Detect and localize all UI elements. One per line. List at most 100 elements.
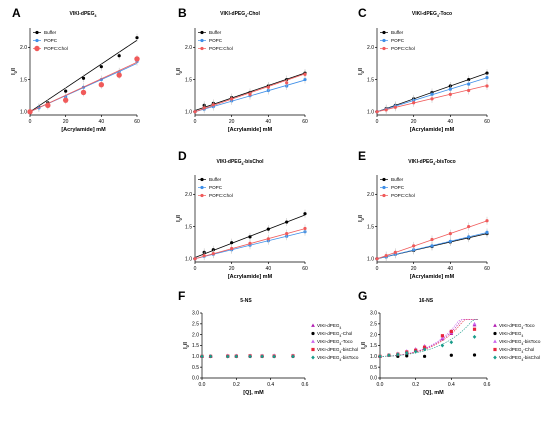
- data-point: [422, 354, 427, 358]
- data-point: [422, 347, 427, 352]
- data-point: [440, 334, 445, 338]
- legend-marker: [382, 38, 386, 43]
- data-point: [467, 88, 471, 93]
- data-point: [485, 76, 489, 80]
- legend-marker: [311, 347, 315, 352]
- y-axis-label: I0/I: [358, 68, 365, 75]
- legend-marker: [200, 38, 204, 43]
- legend: Buffer POPC POPC:Chol: [380, 177, 415, 198]
- data-point: [404, 350, 409, 355]
- legend-marker: [311, 323, 315, 327]
- data-point: [248, 235, 252, 239]
- panel-f: F 5-NS 0.0 0.2 0.4 0.6 0.0 0.5 1.0 1.5 2.0 2.5 3.0 [Q…: [178, 289, 359, 396]
- series-0: [193, 209, 307, 261]
- x-tick-label: 0: [194, 119, 197, 125]
- x-axis-label: [Q], mM: [243, 390, 264, 396]
- data-point: [225, 354, 230, 359]
- data-point: [396, 352, 400, 357]
- panel-g: G 16-NS 0.0 0.2 0.4 0.6 0.0 0.5 1.0 1.5 2.0 2.5 3.0 […: [358, 289, 541, 396]
- data-point: [472, 353, 477, 357]
- panel-title: 5-NS: [240, 298, 252, 304]
- legend-marker: [493, 323, 497, 327]
- panel-title: VIKI-dPEG4-Chol: [220, 11, 260, 18]
- data-point: [448, 87, 452, 91]
- data-point: [291, 354, 295, 359]
- y-axis-label: I0/I: [11, 68, 18, 75]
- data-point: [285, 81, 289, 85]
- data-point: [45, 102, 51, 109]
- series-4: [378, 319, 479, 359]
- data-point: [116, 72, 122, 78]
- y-tick-label: 2.5: [370, 322, 377, 328]
- x-axis-label: [Acrylamide] mM: [228, 274, 273, 280]
- data-point: [448, 232, 452, 236]
- legend-label: POPC: [44, 38, 58, 43]
- series-1: [375, 73, 489, 114]
- panel-title: 16-NS: [419, 298, 434, 304]
- legend-marker: [200, 46, 204, 51]
- legend-marker: [200, 185, 204, 190]
- x-tick-label: 0.6: [484, 382, 491, 388]
- series-1: [375, 228, 489, 261]
- legend-label: POPC:Chol: [44, 46, 68, 51]
- legend-label: VIKI-dPEG4-Chol: [317, 331, 352, 338]
- data-point: [485, 84, 489, 88]
- data-point: [135, 36, 139, 40]
- y-tick-label: 1.0: [370, 354, 377, 360]
- x-tick-label: 0.6: [302, 382, 309, 388]
- data-point: [248, 241, 252, 245]
- data-point: [405, 354, 409, 358]
- data-point: [449, 353, 453, 357]
- legend-label: POPC:Chol: [391, 46, 415, 51]
- y-axis-label: I0/I: [176, 68, 183, 75]
- legend: VIKI-dPEG4-TocoVIKI-dPEG4VIKI-dPEG4-bisT…: [493, 323, 541, 362]
- y-axis-label: I0/I: [183, 342, 190, 349]
- x-tick-label: 60: [484, 266, 490, 272]
- data-point: [99, 65, 103, 69]
- y-tick-label: 1.0: [185, 256, 192, 262]
- legend-label: POPC: [209, 185, 223, 190]
- data-point: [285, 232, 289, 236]
- x-tick-label: 20: [229, 119, 235, 125]
- legend-label: VIKI-dPEG4-Toco: [499, 323, 535, 330]
- data-point: [285, 220, 289, 224]
- data-point: [266, 85, 270, 89]
- data-point: [303, 77, 307, 82]
- legend: Buffer POPC POPC:Chol: [380, 30, 415, 51]
- x-tick-label: 60: [134, 119, 140, 125]
- data-point: [80, 89, 87, 96]
- legend-marker: [493, 339, 497, 343]
- y-tick-label: 2.0: [20, 45, 27, 51]
- y-tick-label: 2.0: [185, 45, 192, 51]
- legend-label: VIKI-dPEG4: [499, 331, 523, 338]
- legend-label: VIKI-dPEG4-Toco: [317, 339, 353, 346]
- legend-marker: [311, 339, 315, 343]
- data-point: [422, 345, 427, 349]
- x-axis-label: [Q], mM: [423, 390, 444, 396]
- legend-label: POPC: [391, 38, 405, 43]
- legend-marker: [382, 185, 386, 190]
- y-tick-label: 3.0: [370, 311, 377, 317]
- data-point: [248, 92, 252, 96]
- panel-letter: F: [178, 289, 185, 303]
- legend-label: Buffer: [391, 177, 404, 182]
- series-4: [200, 354, 295, 359]
- data-point: [303, 212, 307, 216]
- series-2: [193, 224, 307, 261]
- series-2: [375, 216, 489, 261]
- data-point: [430, 244, 434, 248]
- series-2: [378, 319, 479, 358]
- fit-curve: [379, 319, 479, 357]
- data-point: [384, 108, 388, 112]
- x-tick-label: 60: [302, 266, 308, 272]
- legend-label: POPC:Chol: [391, 193, 415, 198]
- legend-marker: [200, 177, 204, 182]
- data-point: [27, 109, 33, 115]
- legend-marker: [34, 45, 40, 52]
- legend-label: POPC: [209, 38, 223, 43]
- x-axis-label: [Acrylamide] mM: [61, 127, 106, 133]
- fit-curve: [379, 319, 479, 357]
- data-point: [248, 354, 252, 359]
- data-point: [472, 334, 477, 339]
- data-point: [440, 335, 445, 340]
